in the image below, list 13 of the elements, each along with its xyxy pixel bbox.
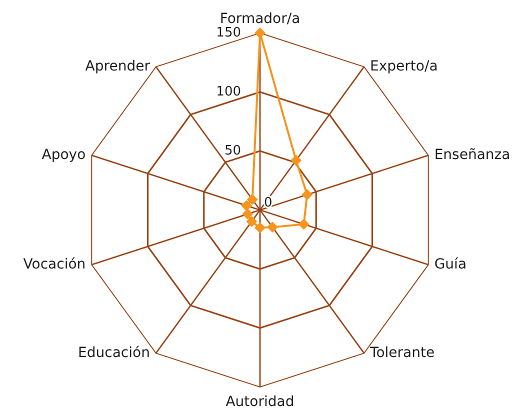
y-tick-label: 150 <box>216 26 241 41</box>
spoke-label: Guía <box>434 256 467 273</box>
spoke-label: Autoridad <box>226 394 294 410</box>
spoke-label: Educación <box>78 345 150 362</box>
spoke-label: Aprender <box>85 58 150 75</box>
spoke-label: Formador/a <box>220 10 300 27</box>
spoke-label: Enseñanza <box>434 147 510 164</box>
spoke-label: Vocación <box>23 256 86 273</box>
spoke-label: Experto/a <box>370 58 438 75</box>
spoke-label: Tolerante <box>369 345 435 362</box>
spoke-label: Apoyo <box>42 147 86 164</box>
y-tick-label: 50 <box>224 144 241 159</box>
y-tick-label: 100 <box>216 84 241 100</box>
